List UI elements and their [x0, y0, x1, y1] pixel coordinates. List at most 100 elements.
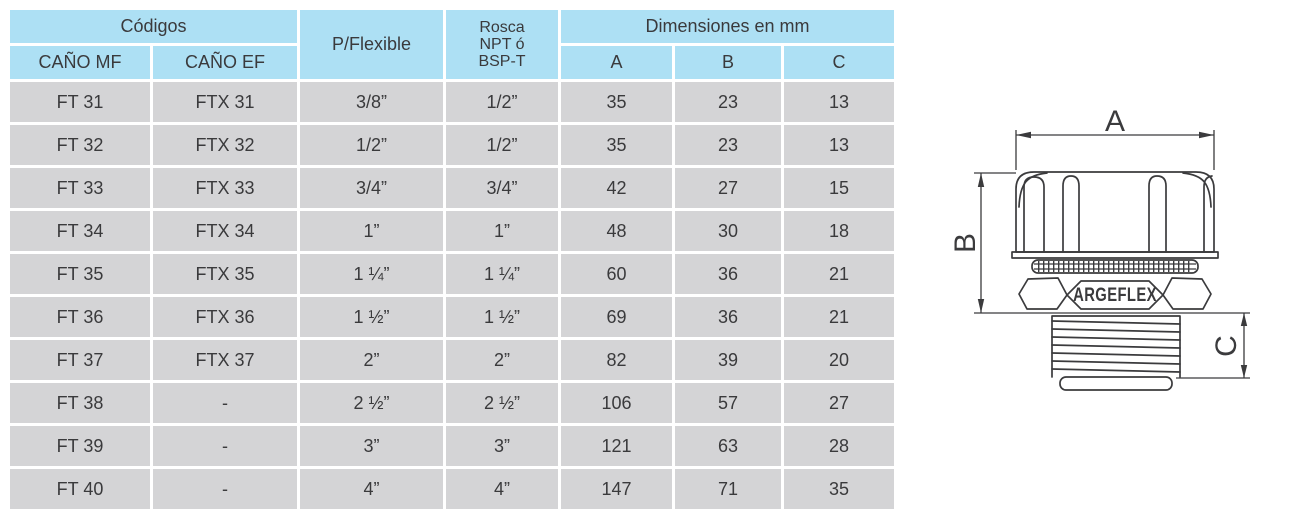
threaded-end: [1051, 315, 1181, 391]
table-row: FT 33 FTX 33 3/4” 3/4” 42 27 15: [10, 168, 894, 208]
cell-dim-b: 30: [675, 211, 781, 251]
cell-dim-b: 39: [675, 340, 781, 380]
cell-dim-c: 20: [784, 340, 894, 380]
cell-rosca: 3”: [446, 426, 558, 466]
connector-technical-drawing: A ARGEFLEX: [949, 105, 1250, 391]
table-row: FT 35 FTX 35 1 ¼” 1 ¼” 60 36 21: [10, 254, 894, 294]
header-dim-c: C: [784, 46, 894, 79]
cell-rosca: 3/4”: [446, 168, 558, 208]
cell-cano-ef: FTX 31: [153, 82, 297, 122]
knurled-ring: [1031, 259, 1199, 274]
dim-b-label: B: [949, 233, 982, 253]
cell-cano-mf: FT 38: [10, 383, 150, 423]
cell-rosca: 2 ½”: [446, 383, 558, 423]
cell-flexible: 3/8”: [300, 82, 443, 122]
cell-dim-b: 63: [675, 426, 781, 466]
cell-dim-a: 35: [561, 125, 672, 165]
cell-cano-ef: -: [153, 469, 297, 509]
cell-cano-mf: FT 37: [10, 340, 150, 380]
cell-dim-b: 71: [675, 469, 781, 509]
cell-dim-a: 42: [561, 168, 672, 208]
cell-dim-a: 35: [561, 82, 672, 122]
dimension-a: A: [1015, 105, 1215, 170]
header-codigos: Códigos: [10, 10, 297, 43]
header-row-2: CAÑO MF CAÑO EF A B C: [10, 46, 894, 79]
rosca-line-1: Rosca: [479, 19, 525, 36]
cell-dim-b: 23: [675, 125, 781, 165]
header-row-1: Códigos P/Flexible Rosca NPT ó BSP-T Dim…: [10, 10, 894, 79]
cell-dim-a: 106: [561, 383, 672, 423]
cell-dim-c: 35: [784, 469, 894, 509]
brand-badge: [1066, 280, 1164, 310]
cell-flexible: 1”: [300, 211, 443, 251]
cell-dim-c: 28: [784, 426, 894, 466]
dim-a-label: A: [1105, 105, 1125, 138]
cell-flexible: 3/4”: [300, 168, 443, 208]
cell-cano-mf: FT 39: [10, 426, 150, 466]
header-p-flexible: P/Flexible: [300, 10, 443, 79]
spec-table: Códigos P/Flexible Rosca NPT ó BSP-T Dim…: [7, 7, 897, 512]
header-dim-a: A: [561, 46, 672, 79]
table-row: FT 37 FTX 37 2” 2” 82 39 20: [10, 340, 894, 380]
dimension-b: B: [949, 172, 1016, 313]
cell-rosca: 1 ½”: [446, 297, 558, 337]
cell-cano-ef: FTX 36: [153, 297, 297, 337]
table-row: FT 39 - 3” 3” 121 63 28: [10, 426, 894, 466]
rosca-line-2: NPT ó: [479, 36, 525, 53]
cell-dim-c: 15: [784, 168, 894, 208]
rosca-line-3: BSP-T: [478, 53, 526, 70]
cell-cano-mf: FT 34: [10, 211, 150, 251]
cell-dim-a: 121: [561, 426, 672, 466]
cell-flexible: 1 ¼”: [300, 254, 443, 294]
cell-cano-ef: -: [153, 426, 297, 466]
hex-nut: ARGEFLEX: [1018, 277, 1212, 310]
thread-tip: [1059, 376, 1173, 391]
cell-dim-a: 69: [561, 297, 672, 337]
cell-rosca: 2”: [446, 340, 558, 380]
cell-dim-c: 21: [784, 254, 894, 294]
dim-c-label: C: [1210, 335, 1243, 357]
cell-rosca: 1 ¼”: [446, 254, 558, 294]
cell-cano-mf: FT 40: [10, 469, 150, 509]
table-row: FT 34 FTX 34 1” 1” 48 30 18: [10, 211, 894, 251]
cell-cano-mf: FT 33: [10, 168, 150, 208]
cell-cano-mf: FT 36: [10, 297, 150, 337]
cell-rosca: 1/2”: [446, 82, 558, 122]
table-row: FT 31 FTX 31 3/8” 1/2” 35 23 13: [10, 82, 894, 122]
cell-dim-b: 57: [675, 383, 781, 423]
header-rosca: Rosca NPT ó BSP-T: [446, 10, 558, 79]
cell-rosca: 1/2”: [446, 125, 558, 165]
cell-dim-b: 36: [675, 254, 781, 294]
table-row: FT 36 FTX 36 1 ½” 1 ½” 69 36 21: [10, 297, 894, 337]
product-drawing: A ARGEFLEX: [920, 85, 1312, 515]
brand-label: ARGEFLEX: [1073, 284, 1157, 305]
header-cano-ef: CAÑO EF: [153, 46, 297, 79]
cell-cano-mf: FT 31: [10, 82, 150, 122]
cell-dim-c: 27: [784, 383, 894, 423]
cell-cano-ef: FTX 37: [153, 340, 297, 380]
cell-cano-ef: FTX 32: [153, 125, 297, 165]
header-cano-mf: CAÑO MF: [10, 46, 150, 79]
cell-flexible: 3”: [300, 426, 443, 466]
cell-cano-mf: FT 35: [10, 254, 150, 294]
cell-flexible: 1 ½”: [300, 297, 443, 337]
cell-dim-c: 13: [784, 82, 894, 122]
cell-rosca: 1”: [446, 211, 558, 251]
cell-flexible: 1/2”: [300, 125, 443, 165]
cell-cano-ef: FTX 33: [153, 168, 297, 208]
knurled-cap: [1011, 171, 1219, 259]
cell-dim-a: 60: [561, 254, 672, 294]
table-row: FT 38 - 2 ½” 2 ½” 106 57 27: [10, 383, 894, 423]
cell-dim-a: 147: [561, 469, 672, 509]
cell-flexible: 2”: [300, 340, 443, 380]
header-dimensiones: Dimensiones en mm: [561, 10, 894, 43]
header-dim-b: B: [675, 46, 781, 79]
cell-dim-c: 18: [784, 211, 894, 251]
cell-dim-a: 48: [561, 211, 672, 251]
cell-rosca: 4”: [446, 469, 558, 509]
table-row: FT 32 FTX 32 1/2” 1/2” 35 23 13: [10, 125, 894, 165]
cell-dim-b: 27: [675, 168, 781, 208]
dimension-c: C: [1176, 313, 1250, 379]
cell-flexible: 2 ½”: [300, 383, 443, 423]
